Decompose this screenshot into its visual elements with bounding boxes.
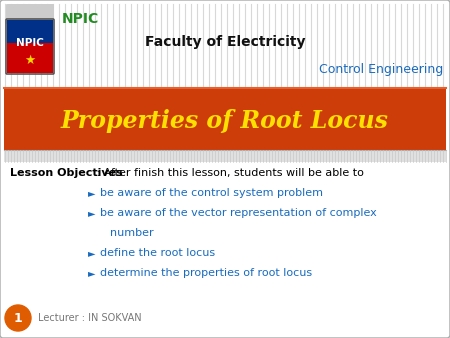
- Text: Faculty of Electricity: Faculty of Electricity: [145, 35, 305, 49]
- Text: be aware of the vector representation of complex: be aware of the vector representation of…: [100, 208, 377, 218]
- Text: Properties of Root Locus: Properties of Root Locus: [61, 109, 389, 133]
- FancyBboxPatch shape: [4, 88, 446, 150]
- Text: define the root locus: define the root locus: [100, 248, 215, 258]
- Text: ►: ►: [88, 248, 95, 258]
- FancyBboxPatch shape: [7, 43, 53, 73]
- Text: ►: ►: [88, 268, 95, 278]
- Text: Lecturer : IN SOKVAN: Lecturer : IN SOKVAN: [38, 313, 142, 323]
- FancyBboxPatch shape: [7, 20, 53, 60]
- Text: be aware of the control system problem: be aware of the control system problem: [100, 188, 323, 198]
- Text: Control Engineering: Control Engineering: [319, 63, 443, 76]
- Text: : After finish this lesson, students will be able to: : After finish this lesson, students wil…: [93, 168, 364, 178]
- Text: determine the properties of root locus: determine the properties of root locus: [100, 268, 312, 278]
- Text: ►: ►: [88, 188, 95, 198]
- Text: NPIC: NPIC: [16, 38, 44, 48]
- Text: 1: 1: [14, 312, 22, 324]
- Text: ►: ►: [88, 208, 95, 218]
- FancyBboxPatch shape: [6, 4, 54, 24]
- Text: number: number: [110, 228, 153, 238]
- FancyBboxPatch shape: [4, 150, 446, 162]
- Text: Lesson Objectives: Lesson Objectives: [10, 168, 123, 178]
- Text: NPIC: NPIC: [62, 12, 99, 26]
- Text: ★: ★: [24, 53, 36, 67]
- Circle shape: [5, 305, 31, 331]
